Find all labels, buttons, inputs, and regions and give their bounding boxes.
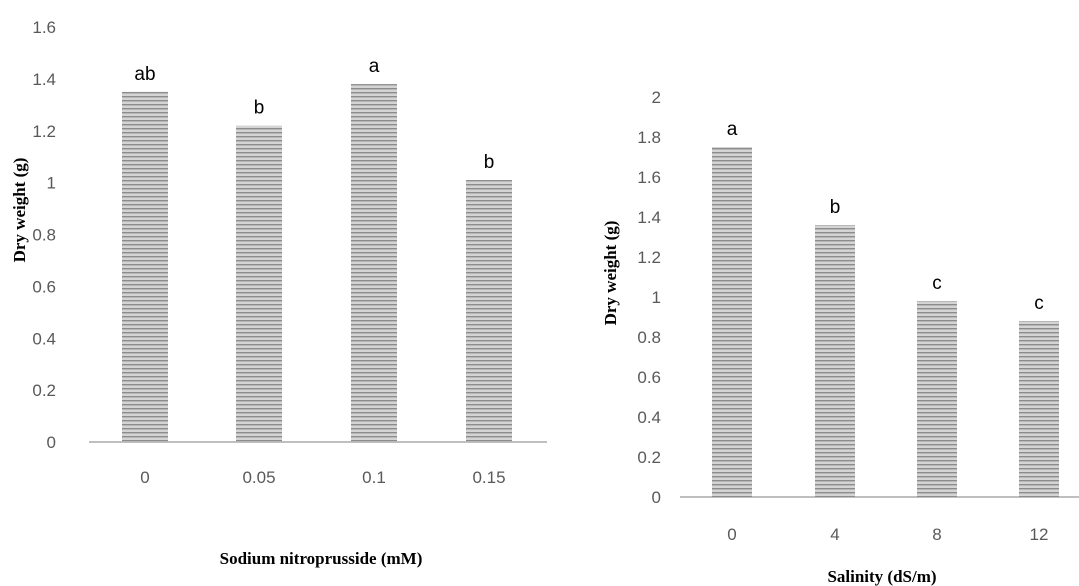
y-tick-label: 1.2 — [32, 122, 56, 141]
y-tick-label: 0.8 — [32, 226, 56, 245]
significance-label: a — [727, 119, 738, 140]
x-tick-label: 0.05 — [242, 468, 275, 487]
x-tick-label: 0 — [727, 525, 736, 544]
y-tick-label: 1.4 — [32, 70, 56, 89]
x-tick-label: 0.1 — [362, 468, 386, 487]
y-tick-label: 0.2 — [637, 448, 661, 467]
bar — [466, 180, 512, 442]
bar — [917, 301, 957, 497]
significance-label: b — [830, 197, 841, 218]
y-tick-label: 1.4 — [637, 208, 661, 227]
y-tick-label: 2 — [652, 88, 661, 107]
y-tick-label: 1.6 — [637, 168, 661, 187]
significance-label: a — [369, 56, 380, 77]
x-tick-label: 4 — [830, 525, 839, 544]
y-tick-label: 0.4 — [32, 329, 56, 348]
significance-label: ab — [134, 64, 155, 85]
x-tick-label: 12 — [1030, 525, 1049, 544]
bar — [236, 125, 282, 442]
y-tick-label: 1.8 — [637, 128, 661, 147]
y-tick-label: 0.6 — [637, 368, 661, 387]
y-tick-label: 1.6 — [32, 18, 56, 37]
y-tick-label: 0.2 — [32, 381, 56, 400]
x-axis-label-left: Sodium nitroprusside (mM) — [220, 549, 423, 568]
bar — [1019, 321, 1059, 497]
y-tick-label: 0.6 — [32, 277, 56, 296]
x-axis-label-right: Salinity (dS/m) — [827, 567, 936, 586]
y-tick-label: 1.2 — [637, 248, 661, 267]
y-tick-label: 1 — [652, 288, 661, 307]
significance-label: c — [1034, 293, 1044, 314]
x-tick-label: 0 — [140, 468, 149, 487]
bar — [351, 84, 397, 442]
y-tick-label: 0 — [47, 433, 56, 452]
y-tick-label: 1 — [47, 174, 56, 193]
y-tick-label: 0.8 — [637, 328, 661, 347]
bar — [122, 91, 168, 442]
x-tick-label: 8 — [932, 525, 941, 544]
y-axis-label-right: Dry weight (g) — [601, 221, 620, 326]
x-tick-label: 0.15 — [472, 468, 505, 487]
significance-label: b — [254, 98, 265, 119]
chart-sodium-nitroprusside: 0 0.2 0.4 0.6 0.8 1 1.2 1.4 1.6 ab 0 b 0.05 a 0.1 b 0.15 — [32, 18, 547, 487]
y-axis-label-left: Dry weight (g) — [10, 158, 29, 263]
chart-salinity: 0 0.2 0.4 0.6 0.8 1 1.2 1.4 1.6 1.8 2 a 0 b 4 c 8 c 12 — [637, 88, 1079, 544]
bar — [712, 147, 752, 497]
significance-label: c — [932, 273, 942, 294]
significance-label: b — [484, 152, 495, 173]
bar — [815, 225, 855, 497]
y-tick-label: 0 — [652, 488, 661, 507]
y-tick-label: 0.4 — [637, 408, 661, 427]
